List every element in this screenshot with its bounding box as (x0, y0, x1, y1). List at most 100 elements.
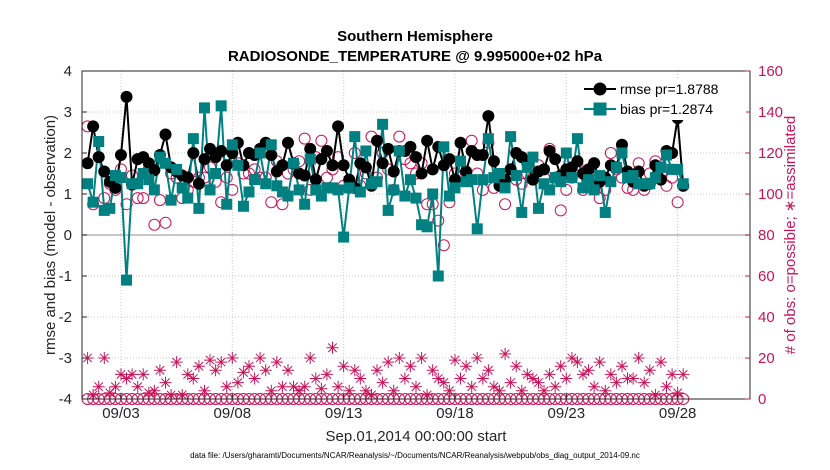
y-tick-label: 2 (64, 145, 72, 162)
bias-point (382, 204, 394, 216)
bias-point (271, 180, 283, 192)
assimilated-obs-point (282, 364, 294, 377)
assimilated-obs-point (337, 360, 350, 373)
assimilated-obs-point (359, 384, 372, 397)
y2-axis-label: # of obs: o=possible; ∗=assimilated (782, 116, 799, 355)
bias-point (404, 174, 416, 186)
bias-point (332, 184, 344, 196)
y-tick-label: 1 (64, 186, 72, 203)
legend-rmse-marker (593, 82, 607, 96)
possible-obs-point (276, 198, 289, 211)
assimilated-obs-point (131, 380, 144, 393)
footnote: data file: /Users/gharamti/Documents/NCA… (190, 451, 640, 460)
rmse-point (181, 171, 194, 184)
bias-point (260, 178, 272, 190)
bias-point (237, 200, 249, 212)
assimilated-obs-point (593, 356, 606, 369)
y2-tick-label: 20 (758, 350, 775, 367)
y-tick-label: -2 (59, 309, 72, 326)
assimilated-obs-point (443, 384, 456, 397)
assimilated-obs-point (365, 388, 378, 401)
possible-obs-point (599, 183, 612, 196)
assimilated-obs-point (248, 372, 261, 385)
assimilated-obs-point (638, 376, 651, 389)
bias-point (304, 153, 316, 165)
assimilated-obs-point (181, 368, 194, 381)
bias-point (588, 184, 600, 196)
assimilated-obs-point (326, 341, 339, 354)
assimilated-obs-point (649, 388, 662, 401)
bias-point (249, 174, 261, 186)
bias-point (494, 168, 505, 179)
rmse-point (454, 136, 467, 149)
rmse-point (148, 164, 161, 177)
rmse-point (220, 159, 233, 172)
bias-point (594, 170, 606, 182)
rmse-point (410, 151, 422, 164)
bias-point (455, 155, 467, 167)
rmse-point (114, 149, 127, 162)
bias-point (510, 170, 522, 182)
assimilated-obs-point (415, 352, 428, 364)
y-tick-label: -4 (59, 391, 72, 408)
assimilated-obs-point (632, 352, 645, 364)
rmse-point (120, 90, 133, 103)
possible-obs-point (315, 134, 328, 147)
x-tick-label: 09/03 (102, 405, 140, 422)
assimilated-obs-point (120, 372, 133, 385)
bias-point (176, 182, 188, 194)
assimilated-obs-point (148, 384, 161, 397)
possible-obs-point (120, 198, 133, 211)
bias-point (288, 157, 300, 169)
assimilated-obs-point (243, 360, 255, 373)
bias-point (449, 182, 461, 194)
assimilated-obs-point (304, 352, 317, 364)
ticks-layer: 09/03 09/08 09/13 09/18 09/23 09/28 -4 -3 -2 -1 0 1… (59, 63, 783, 422)
possible-obs-point (348, 147, 361, 159)
assimilated-obs-point (521, 368, 534, 381)
bias-point (599, 206, 611, 218)
assimilated-obs-point (426, 364, 439, 377)
legend-box (582, 78, 746, 120)
bias-point (115, 172, 127, 184)
assimilated-obs-point (666, 368, 679, 381)
assimilated-obs-point (465, 380, 478, 393)
bias-point (104, 202, 116, 214)
bias-point (243, 186, 255, 198)
bias-point (399, 190, 411, 202)
bias-point (616, 147, 628, 159)
assimilated-obs-point (126, 368, 139, 381)
bias-point (160, 157, 171, 169)
chart-title: Southern Hemisphere (337, 28, 493, 45)
bias-point (215, 100, 227, 112)
assimilated-obs-point (515, 384, 528, 397)
bias-point (566, 172, 578, 184)
bias-point (343, 182, 355, 194)
bias-point (148, 184, 160, 196)
bias-point (221, 198, 233, 210)
bias-point (471, 223, 483, 235)
assimilated-obs-point (627, 372, 640, 385)
rmse-point (309, 173, 322, 186)
rmse-point (315, 153, 328, 166)
possible-obs-point (153, 194, 166, 207)
assimilated-obs-point (287, 380, 300, 393)
assimilated-obs-point (371, 364, 383, 377)
bias-point (82, 178, 94, 190)
bias-point (421, 221, 433, 233)
rmse-point (332, 120, 345, 133)
rmse-point (359, 161, 372, 174)
assimilated-obs-point (237, 366, 250, 379)
x-tick-label: 09/08 (214, 405, 252, 422)
y2-tick-label: 40 (758, 309, 775, 326)
bias-point (521, 161, 533, 173)
assimilated-obs-point (449, 354, 461, 367)
bias-point (571, 133, 583, 145)
rmse-point (198, 153, 211, 166)
rmse-point (404, 140, 417, 153)
y2-tick-label: 120 (758, 145, 783, 162)
assimilated-obs-point (499, 347, 512, 360)
bias-point (505, 131, 517, 143)
bias-point (182, 192, 194, 204)
bias-point (427, 188, 439, 200)
